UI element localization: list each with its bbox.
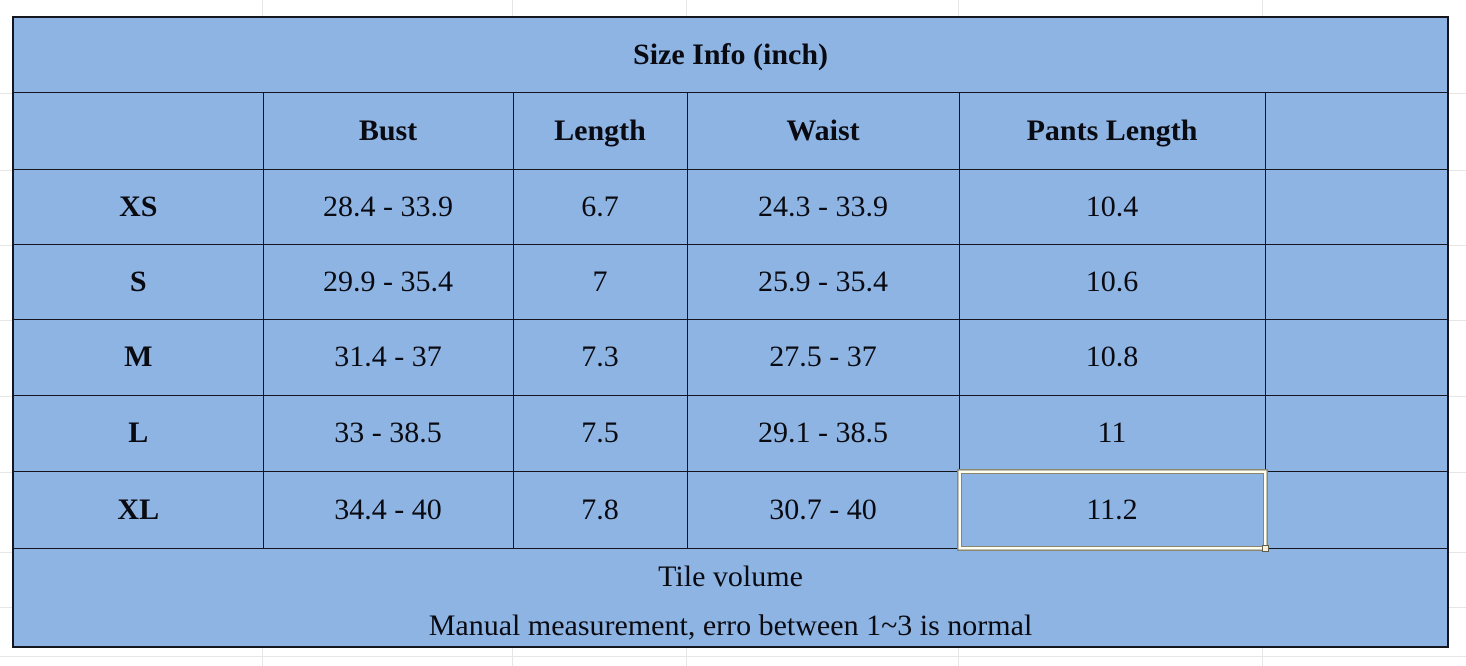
table-row-s: S 29.9 - 35.4 7 25.9 - 35.4 10.6 xyxy=(12,243,1449,320)
cell-waist-xs[interactable]: 24.3 - 33.9 xyxy=(686,168,960,245)
cell-pants-l[interactable]: 11 xyxy=(958,394,1266,472)
column-header-length[interactable]: Length xyxy=(512,91,688,170)
table-row-xl: XL 34.4 - 40 7.8 30.7 - 40 11.2 xyxy=(12,470,1449,552)
cell-length-s[interactable]: 7 xyxy=(512,243,688,320)
cell-pants-xs[interactable]: 10.4 xyxy=(958,168,1266,245)
cell-blank-xs[interactable] xyxy=(1264,168,1449,245)
cell-length-xs[interactable]: 6.7 xyxy=(512,168,688,245)
footer-note-line2: Manual measurement, erro between 1~3 is … xyxy=(428,608,1033,642)
cell-waist-l[interactable]: 29.1 - 38.5 xyxy=(686,394,960,472)
cell-waist-m[interactable]: 27.5 - 37 xyxy=(686,318,960,396)
cell-size-s[interactable]: S xyxy=(12,243,264,320)
cell-waist-s[interactable]: 25.9 - 35.4 xyxy=(686,243,960,320)
cell-pants-m[interactable]: 10.8 xyxy=(958,318,1266,396)
cell-size-xs[interactable]: XS xyxy=(12,168,264,245)
selected-cell-pants-xl[interactable]: 11.2 xyxy=(958,470,1269,552)
column-header-blank-2[interactable] xyxy=(1264,91,1449,170)
table-title-cell[interactable]: Size Info (inch) xyxy=(12,16,1449,93)
cell-length-m[interactable]: 7.3 xyxy=(512,318,688,396)
cell-bust-l[interactable]: 33 - 38.5 xyxy=(262,394,514,472)
fill-handle[interactable] xyxy=(1261,544,1269,552)
sheet-gridline-horizontal xyxy=(0,656,1466,657)
cell-blank-s[interactable] xyxy=(1264,243,1449,320)
footer-row: Tile volume Manual measurement, erro bet… xyxy=(12,547,1449,647)
size-info-table: Size Info (inch) Bust Length Waist Pants… xyxy=(12,16,1450,648)
cell-waist-xl[interactable]: 30.7 - 40 xyxy=(686,470,960,549)
cell-size-xl[interactable]: XL xyxy=(12,470,264,549)
cell-bust-s[interactable]: 29.9 - 35.4 xyxy=(262,243,514,320)
title-row: Size Info (inch) xyxy=(12,16,1449,93)
table-row-l: L 33 - 38.5 7.5 29.1 - 38.5 11 xyxy=(12,394,1449,472)
cell-length-l[interactable]: 7.5 xyxy=(512,394,688,472)
cell-size-l[interactable]: L xyxy=(12,394,264,472)
header-row: Bust Length Waist Pants Length xyxy=(12,91,1449,170)
selected-cell-value: 11.2 xyxy=(1086,492,1138,526)
column-header-pants-length[interactable]: Pants Length xyxy=(958,91,1266,170)
column-header-blank[interactable] xyxy=(12,91,264,170)
cell-bust-xs[interactable]: 28.4 - 33.9 xyxy=(262,168,514,245)
footer-note-line1: Tile volume xyxy=(658,560,803,593)
cell-size-m[interactable]: M xyxy=(12,318,264,396)
cell-blank-xl[interactable] xyxy=(1264,470,1449,549)
cell-blank-m[interactable] xyxy=(1264,318,1449,396)
cell-pants-s[interactable]: 10.6 xyxy=(958,243,1266,320)
column-header-waist[interactable]: Waist xyxy=(686,91,960,170)
footer-cell[interactable]: Tile volume Manual measurement, erro bet… xyxy=(12,547,1449,647)
table-row-m: M 31.4 - 37 7.3 27.5 - 37 10.8 xyxy=(12,318,1449,396)
cell-length-xl[interactable]: 7.8 xyxy=(512,470,688,549)
cell-blank-l[interactable] xyxy=(1264,394,1449,472)
column-header-bust[interactable]: Bust xyxy=(262,91,514,170)
cell-bust-m[interactable]: 31.4 - 37 xyxy=(262,318,514,396)
table-row-xs: XS 28.4 - 33.9 6.7 24.3 - 33.9 10.4 xyxy=(12,168,1449,245)
cell-bust-xl[interactable]: 34.4 - 40 xyxy=(262,470,514,549)
